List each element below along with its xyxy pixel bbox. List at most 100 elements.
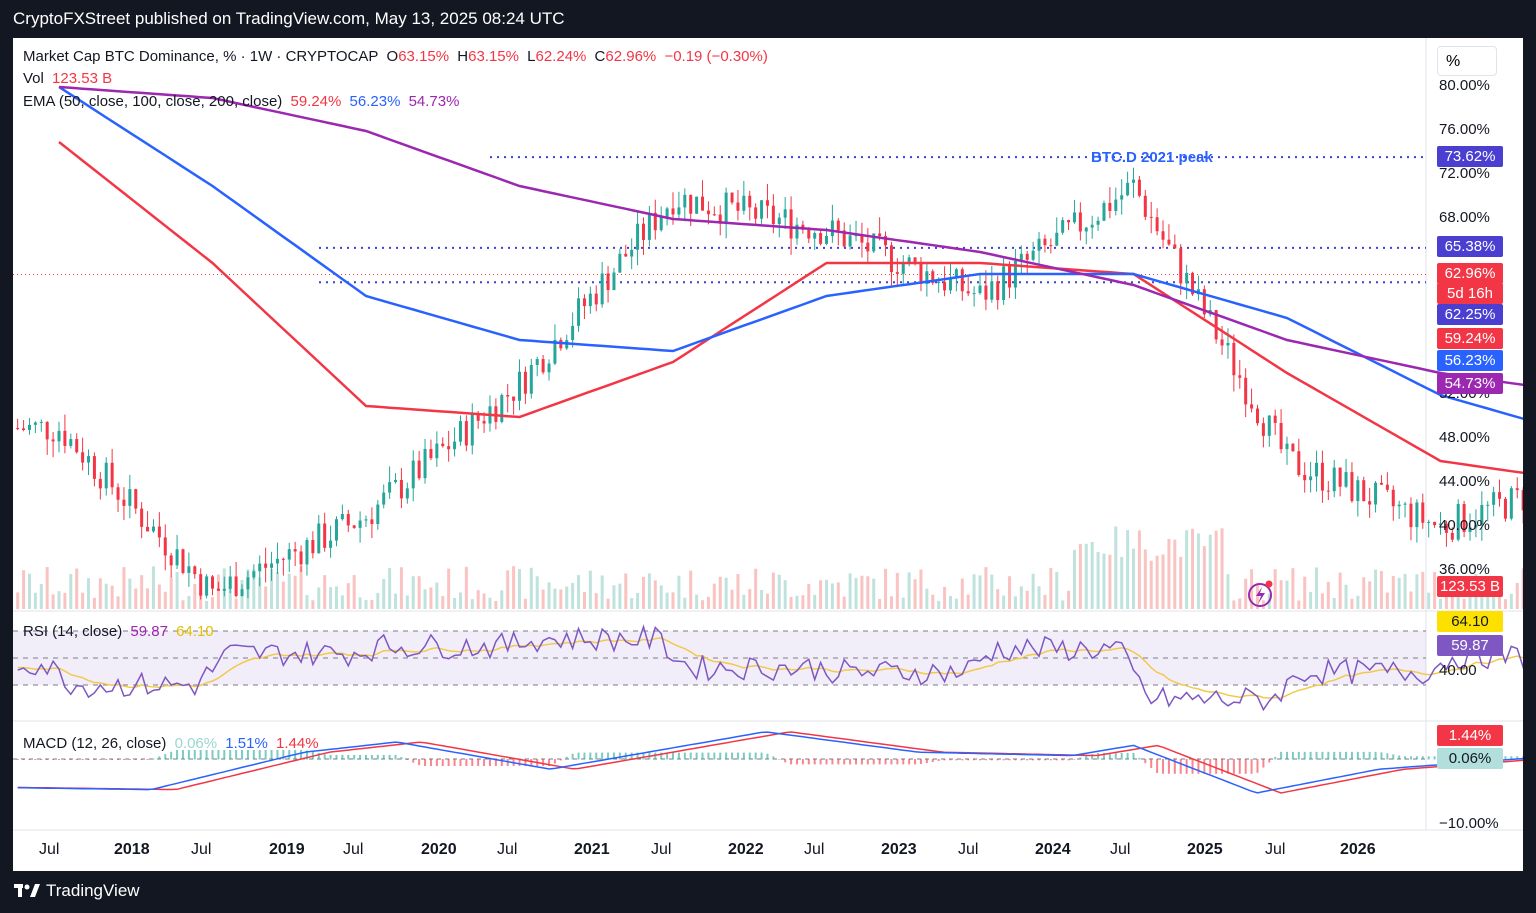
macd-hist-bar: [406, 759, 409, 761]
volume-bar: [1114, 526, 1118, 609]
candle: [27, 418, 31, 435]
candle: [157, 512, 161, 548]
volume-bar: [270, 568, 274, 609]
macd-hist-bar: [1156, 759, 1159, 773]
macd-hist-bar: [931, 759, 934, 763]
volume-bar: [665, 592, 669, 609]
legend-close: 62.96%: [605, 48, 657, 65]
candle: [264, 547, 268, 583]
chart-canvas[interactable]: BTC.D 2021 peak: [13, 38, 1523, 871]
candle: [1120, 179, 1124, 215]
macd-hist-bar: [1327, 751, 1330, 760]
candle: [765, 183, 769, 219]
tradingview-logo[interactable]: TradingView: [14, 881, 140, 901]
volume-bar: [435, 582, 439, 609]
time-axis-label: Jul: [497, 841, 518, 858]
volume-bar: [1379, 571, 1383, 609]
candle: [1244, 368, 1248, 418]
legend-open: 63.15%: [398, 48, 450, 65]
legend-rsi-ma: 64.10: [176, 623, 214, 640]
candle: [1090, 215, 1094, 239]
macd-hist-bar: [1339, 751, 1342, 760]
volume-bar: [889, 596, 893, 609]
candle: [57, 421, 61, 453]
candle: [104, 457, 108, 496]
macd-hist-bar: [235, 750, 238, 760]
volume-bar: [1362, 577, 1366, 609]
volume-bar: [523, 598, 527, 609]
macd-hist-bar: [87, 759, 90, 761]
volume-bar: [228, 588, 232, 609]
candle: [1273, 409, 1277, 435]
chart-area[interactable]: BTC.D 2021 peak Market Cap BTC Dominance…: [13, 38, 1523, 871]
volume-bar: [1143, 549, 1147, 609]
candle: [683, 188, 687, 222]
volume-bar: [695, 594, 699, 609]
volume-bar: [541, 589, 545, 609]
volume-bar: [358, 597, 362, 609]
candle: [1037, 232, 1041, 265]
macd-hist-bar: [677, 752, 680, 760]
volume-bar: [458, 592, 462, 609]
macd-hist-bar: [329, 754, 332, 760]
candle: [1067, 219, 1071, 231]
macd-hist-bar: [229, 750, 232, 760]
volume-bar: [512, 566, 516, 609]
volume-bar: [895, 572, 899, 609]
candle: [216, 581, 220, 591]
macd-hist-bar: [1191, 759, 1194, 774]
volume-bar: [1132, 548, 1135, 609]
volume-bar: [1072, 549, 1076, 609]
macd-hist-bar: [1026, 759, 1029, 761]
candle: [281, 557, 285, 576]
candle: [943, 266, 947, 297]
volume-bar: [813, 594, 817, 609]
tag-level3: 62.25%: [1437, 304, 1503, 325]
macd-hist-bar: [34, 759, 37, 761]
volume-bar: [594, 593, 598, 609]
macd-hist-bar: [919, 759, 922, 765]
macd-hist-bar: [435, 759, 438, 767]
candle: [33, 421, 37, 434]
time-axis-label: Jul: [1265, 841, 1286, 858]
macd-hist-bar: [400, 756, 403, 760]
volume-bar: [1008, 576, 1012, 609]
candle: [187, 552, 191, 587]
candle: [1486, 501, 1490, 522]
volume-bar: [872, 578, 876, 609]
candle: [435, 431, 439, 467]
macd-hist-bar: [323, 754, 326, 760]
macd-hist-bar: [1256, 759, 1259, 773]
volume-bar: [1037, 586, 1041, 609]
macd-hist-bar: [819, 759, 822, 765]
macd-hist-bar: [837, 759, 840, 765]
candle: [1326, 481, 1330, 501]
volume-bar: [370, 599, 374, 609]
candle: [742, 181, 746, 215]
macd-hist-bar: [429, 759, 432, 767]
lightning-icon: [1248, 580, 1273, 607]
volume-bar: [1202, 546, 1206, 609]
macd-hist-bar: [1250, 759, 1253, 774]
volume-bar: [252, 569, 256, 609]
volume-bar: [1173, 539, 1177, 609]
macd-hist-bar: [270, 750, 273, 760]
volume-bar: [116, 596, 120, 609]
volume-bar: [453, 597, 457, 609]
macd-hist-bar: [58, 759, 60, 761]
macd-hist-bar: [660, 752, 663, 760]
footer: TradingView: [0, 871, 1536, 913]
volume-bar: [1409, 591, 1413, 609]
volume-bar: [482, 593, 486, 609]
candle: [134, 488, 138, 514]
scale-unit-button[interactable]: %: [1437, 46, 1497, 76]
macd-hist-bar: [855, 759, 858, 765]
candle: [205, 574, 209, 599]
candle: [913, 257, 917, 266]
candle: [453, 427, 457, 457]
macd-hist-bar: [666, 752, 669, 760]
volume-bar: [1067, 590, 1071, 609]
macd-hist-bar: [105, 759, 108, 761]
macd-hist-bar: [370, 754, 373, 760]
candle: [884, 231, 888, 257]
